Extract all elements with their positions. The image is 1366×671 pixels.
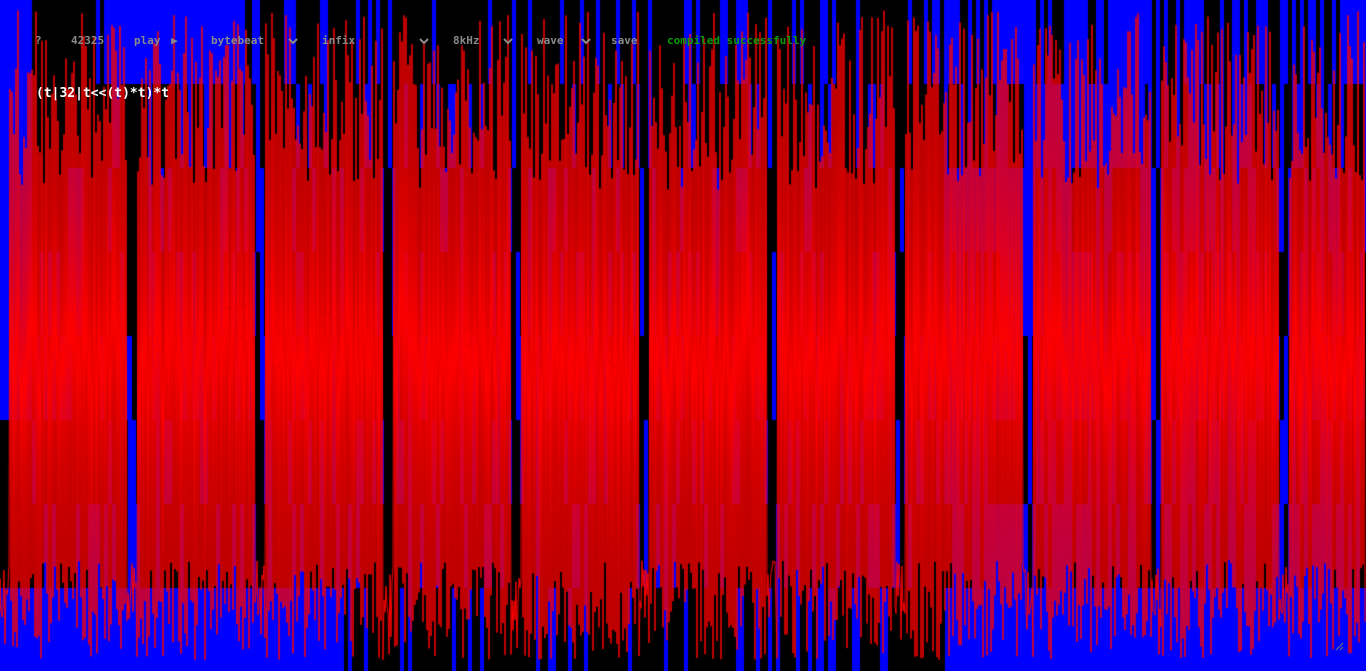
chevron-down-icon[interactable] — [502, 33, 514, 49]
syntax-select[interactable]: infix — [322, 34, 356, 47]
play-label: play — [134, 34, 161, 47]
help-button[interactable]: ? — [35, 34, 42, 47]
play-icon: ▶ — [171, 34, 178, 47]
compile-status: compiled successfully — [667, 34, 807, 47]
code-editor[interactable]: (t|32|t<<(t)*t)*t — [36, 86, 170, 101]
view-select[interactable]: wave — [537, 34, 564, 47]
time-counter[interactable]: 42325 — [71, 34, 105, 47]
resize-grip-icon[interactable] — [1334, 636, 1344, 651]
play-button[interactable]: play ▶ — [134, 33, 178, 49]
sample-rate-select[interactable]: 8kHz — [453, 34, 480, 47]
chevron-down-icon[interactable] — [418, 33, 430, 49]
chevron-down-icon[interactable] — [580, 33, 592, 49]
chevron-down-icon[interactable] — [287, 33, 299, 49]
save-button[interactable]: save — [611, 34, 638, 47]
toolbar: ? 42325 play ▶ bytebeat infix 8kHz wave … — [0, 26, 1366, 56]
mode-select[interactable]: bytebeat — [211, 34, 264, 47]
